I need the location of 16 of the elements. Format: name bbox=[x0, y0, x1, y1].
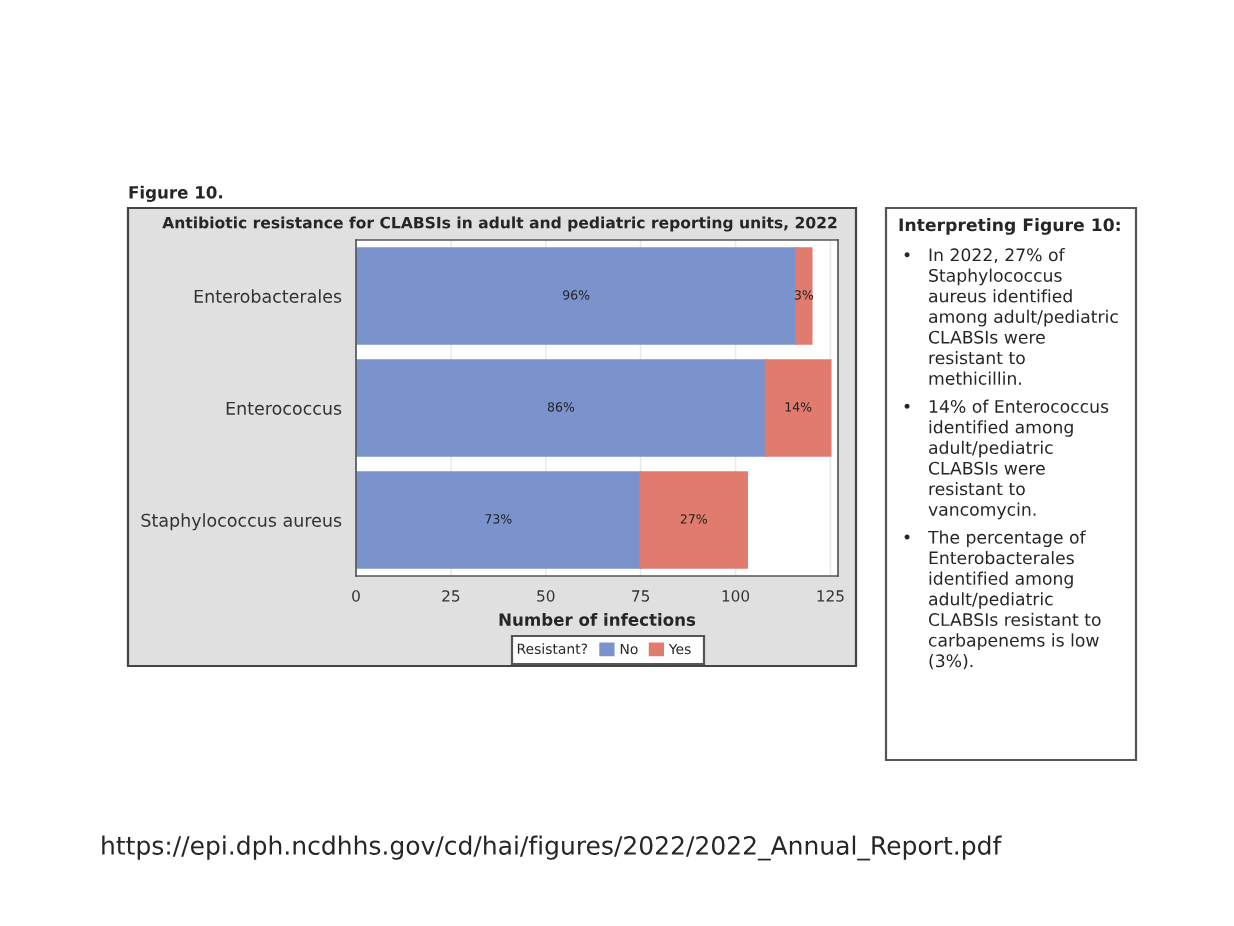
text: • In 2022, 27% of Staphylococcus aureus identified among adult/pediatric CLABSIs were resistant to methicillin. bbox=[904, 248, 1118, 385]
caption: Figure 10. bbox=[129, 185, 223, 202]
bar bbox=[764, 359, 832, 457]
y-tick-label: Staphylococcus aureus bbox=[141, 513, 342, 531]
x-axis-title: Number of infections bbox=[499, 613, 696, 626]
bar bbox=[639, 471, 749, 569]
text: • 14% of Enterococcus identified among adult/pediatric CLABSIs were resistant to vancomycin. bbox=[904, 399, 1109, 520]
bar bbox=[356, 359, 767, 457]
bar bbox=[795, 247, 813, 345]
bar bbox=[356, 247, 798, 345]
text: Interpreting Figure 10: bbox=[899, 218, 1120, 235]
y-tick-label: Enterococcus bbox=[226, 401, 342, 415]
bar bbox=[356, 471, 642, 569]
text: • The percentage of Enterobacterales identified among adult/pediatric CLABSIs resistant to carbapenems is low (3%). bbox=[904, 530, 1101, 670]
text: https://epi.dph.ncdhhs.gov/cd/hai/figures/2022/2022_Annual_Report.pdf bbox=[102, 835, 1002, 861]
y-tick-label: Enterobacterales bbox=[194, 289, 342, 303]
